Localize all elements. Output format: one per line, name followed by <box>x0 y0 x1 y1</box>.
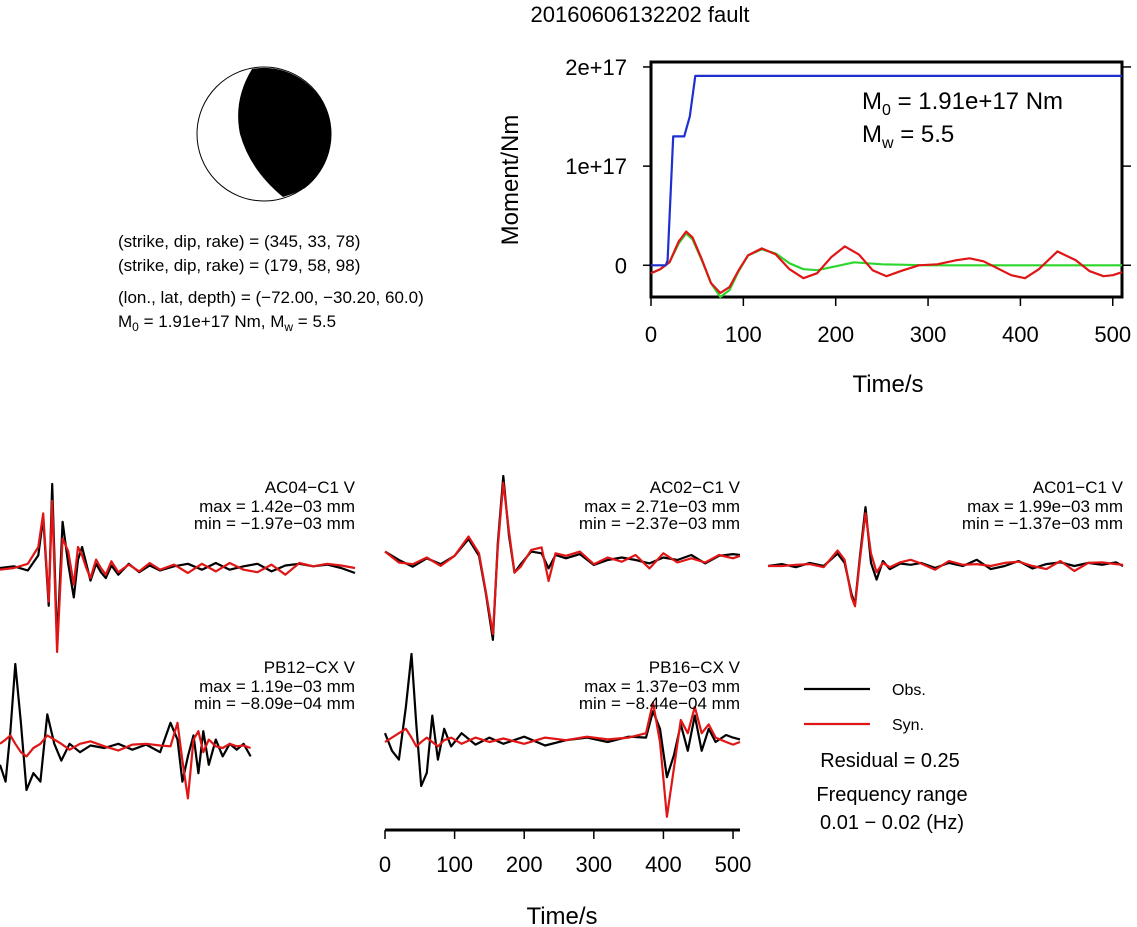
info-line-3: (lon., lat, depth) = (−72.00, −30.20, 60… <box>118 288 424 307</box>
moment-series-group <box>650 74 1123 299</box>
waveform-station-label: PB12−CX V <box>264 658 356 677</box>
waveform-series-observed <box>0 662 252 792</box>
beachball <box>196 66 332 202</box>
moment-x-tick-label: 400 <box>1002 322 1039 347</box>
moment-x-tick-label: 100 <box>725 322 762 347</box>
waveform-series-synthetic <box>384 701 741 818</box>
moment-plot-frame <box>649 60 1124 299</box>
waveform-series-observed <box>383 652 741 788</box>
waveform-max-label: max = 2.71e−03 mm <box>584 497 740 516</box>
legend-obs-label: Obs. <box>892 682 926 699</box>
waveform-x-tick-label: 400 <box>645 852 682 877</box>
frequency-range-value: 0.01 − 0.02 (Hz) <box>820 812 964 834</box>
source-info: (strike, dip, rake) = (345, 33, 78) (str… <box>118 232 424 334</box>
info-line-1: (strike, dip, rake) = (345, 33, 78) <box>118 232 360 251</box>
moment-m0-annotation: M0 = 1.91e+17 Nm <box>862 88 1063 119</box>
figure-title: 20160606132202 fault <box>531 2 750 27</box>
moment-x-tick-label: 200 <box>817 322 854 347</box>
moment-series-synthetic <box>650 230 1123 295</box>
moment-series-rate <box>650 232 1122 299</box>
moment-x-tick-label: 500 <box>1094 322 1131 347</box>
waveform-x-tick-label: 0 <box>379 852 391 877</box>
moment-x-ticks: 0 100 200 300 400 500 <box>645 297 1131 347</box>
waveform-series-synthetic <box>384 481 741 636</box>
moment-panel: 0 100 200 300 400 500 0 1e+17 2e+17 Time/s Mome… <box>497 55 1131 398</box>
legend-syn-label: Syn. <box>892 717 924 734</box>
waveform-series-synthetic <box>0 721 251 800</box>
waveform-series-synthetic <box>0 499 356 654</box>
moment-x-tick-label: 0 <box>645 322 657 347</box>
moment-y-tick-label: 2e+17 <box>565 55 627 80</box>
moment-series-cumulative <box>651 74 1122 267</box>
waveform-min-label: min = −8.44e−04 mm <box>579 694 740 713</box>
waveform-min-label: min = −2.37e−03 mm <box>579 514 740 533</box>
waveform-max-label: max = 1.99e−03 mm <box>967 497 1123 516</box>
moment-x-axis-label: Time/s <box>852 371 923 398</box>
waveform-x-tick-label: 100 <box>436 852 473 877</box>
waveform-station-label: AC01−C1 V <box>1033 478 1124 497</box>
moment-x-tick-label: 300 <box>910 322 947 347</box>
waveform-x-axis-label: Time/s <box>526 903 597 927</box>
waveform-x-axis: Time/s 0 100 200 300 400 500 <box>379 828 752 927</box>
moment-y-ticks: 0 1e+17 2e+17 <box>565 55 1131 278</box>
frequency-range-label: Frequency range <box>816 784 967 806</box>
waveform-max-label: max = 1.37e−03 mm <box>584 677 740 696</box>
waveform-x-tick-label: 500 <box>715 852 752 877</box>
waveform-series-synthetic <box>768 512 1124 608</box>
info-line-2: (strike, dip, rake) = (179, 58, 98) <box>118 256 360 275</box>
moment-y-tick-label: 1e+17 <box>565 154 627 179</box>
beachball-compressional-lobe <box>238 67 332 197</box>
moment-mw-annotation: Mw = 5.5 <box>862 121 954 152</box>
waveform-x-tick-label: 300 <box>575 852 612 877</box>
moment-y-tick-label: 0 <box>615 253 627 278</box>
moment-y-axis-label: Moment/Nm <box>497 115 524 246</box>
waveform-max-label: max = 1.42e−03 mm <box>199 497 355 516</box>
waveform-station-label: AC02−C1 V <box>650 478 741 497</box>
residual-label: Residual = 0.25 <box>820 750 960 772</box>
waveform-max-label: max = 1.19e−03 mm <box>199 677 355 696</box>
waveform-station-label: AC04−C1 V <box>265 478 356 497</box>
waveform-min-label: min = −8.09e−04 mm <box>194 694 355 713</box>
waveform-x-tick-label: 200 <box>506 852 543 877</box>
waveform-station-label: PB16−CX V <box>649 658 741 677</box>
info-line-4: M0 = 1.91e+17 Nm, Mw = 5.5 <box>118 312 336 334</box>
waveform-min-label: min = −1.97e−03 mm <box>194 514 355 533</box>
waveform-legend: Obs. Syn. Residual = 0.25 Frequency rang… <box>804 682 968 834</box>
waveform-min-label: min = −1.37e−03 mm <box>962 514 1123 533</box>
